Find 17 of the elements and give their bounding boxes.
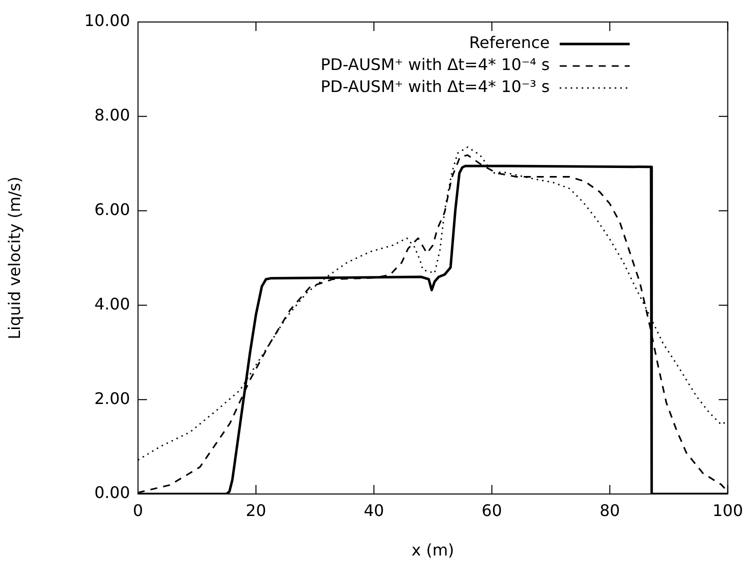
y-tick-label: 2.00 <box>94 388 130 408</box>
x-tick-label: 20 <box>246 500 266 520</box>
y-tick-label: 10.00 <box>84 11 130 30</box>
legend-label: Reference <box>469 33 550 52</box>
legend-label: PD-AUSM⁺ with Δt=4* 10⁻⁴ s <box>320 55 550 74</box>
x-tick-label: 40 <box>364 500 384 520</box>
y-tick-label: 6.00 <box>94 200 130 219</box>
x-tick-label: 80 <box>600 500 620 520</box>
x-axis-title: x (m) <box>412 540 454 560</box>
x-tick-label: 100 <box>712 500 744 520</box>
y-tick-label: 4.00 <box>94 294 130 314</box>
y-tick-label: 8.00 <box>94 106 130 125</box>
y-axis-title: Liquid velocity (m/s) <box>4 176 24 340</box>
x-tick-label: 0 <box>132 500 144 520</box>
x-tick-label: 60 <box>482 500 502 520</box>
legend-label: PD-AUSM⁺ with Δt=4* 10⁻³ s <box>320 77 550 96</box>
y-tick-label: 0.00 <box>94 483 130 502</box>
